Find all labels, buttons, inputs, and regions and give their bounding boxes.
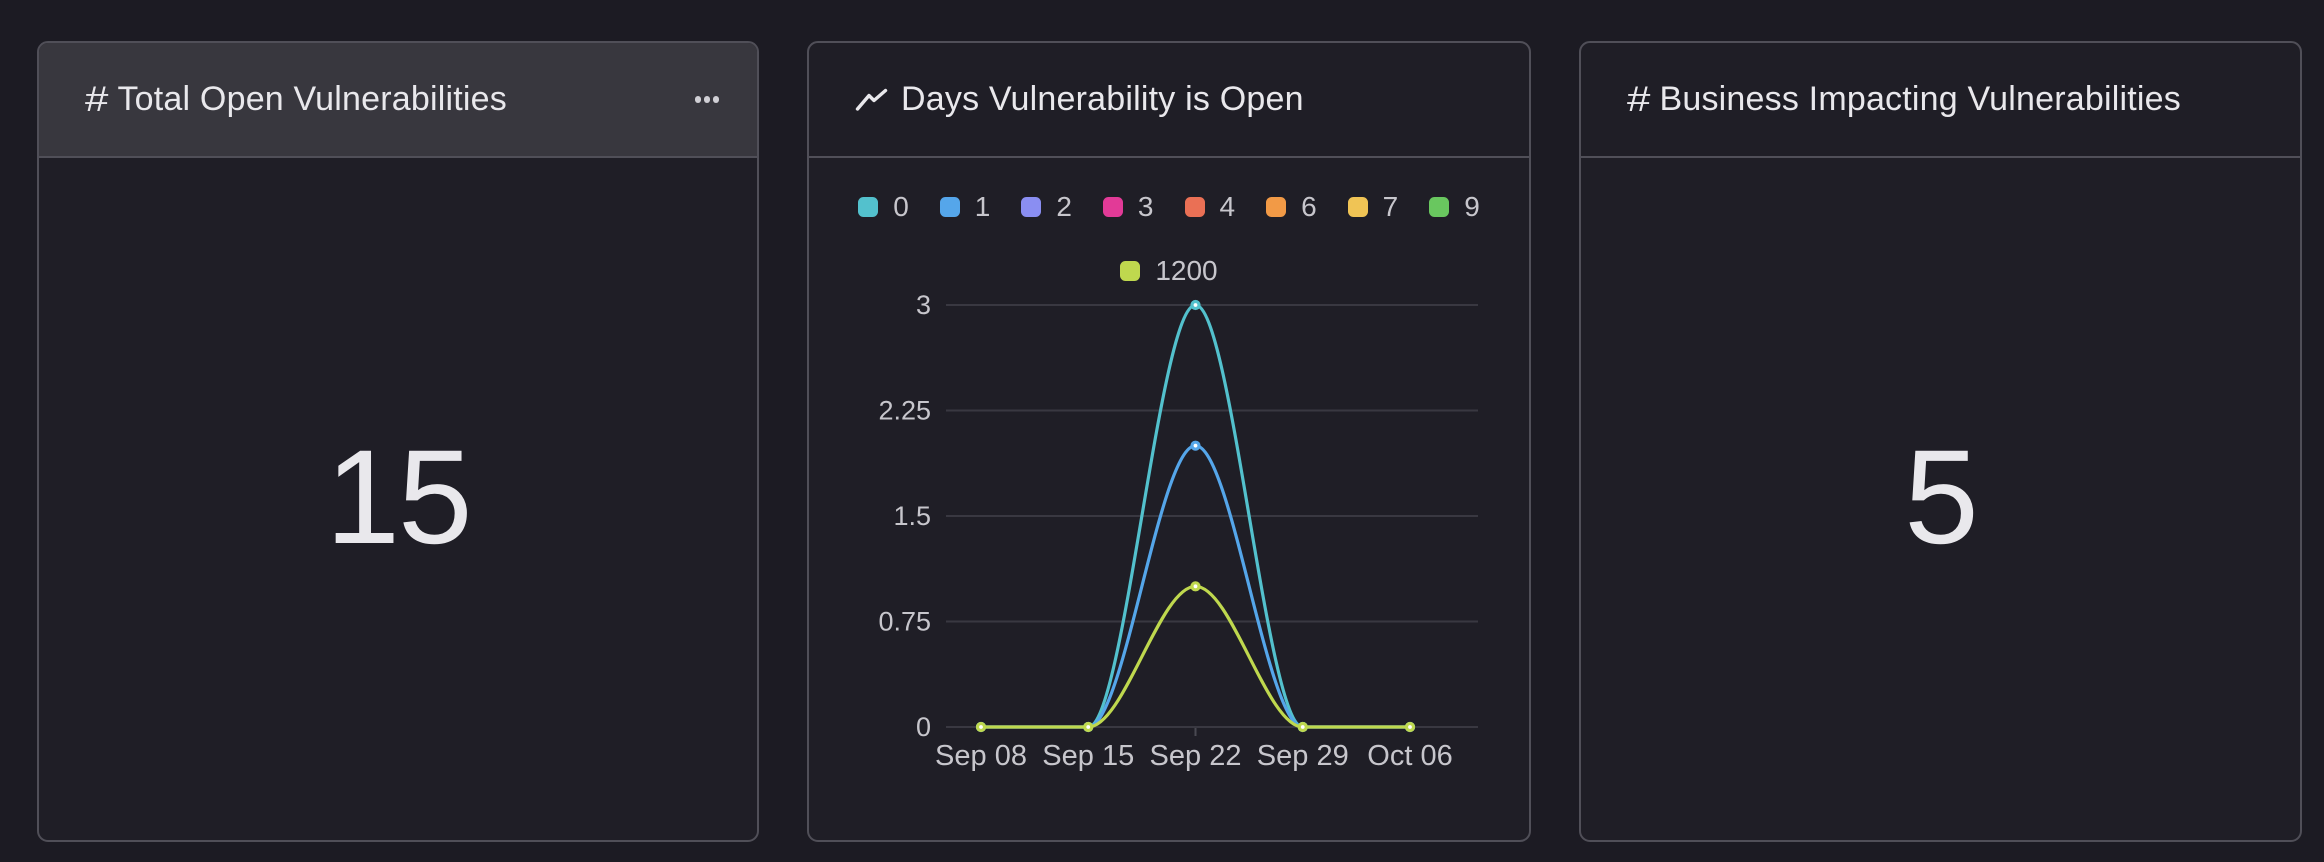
total-open-value: 15 [325,423,472,572]
data-point-center [1193,584,1198,589]
x-axis-tick-label: Oct 06 [1367,740,1452,772]
y-axis-tick-label: 0.75 [878,607,931,637]
panel-header-days-open: Days Vulnerability is Open [809,43,1529,158]
legend-swatch [1429,196,1450,217]
legend-label: 7 [1382,190,1399,222]
legend-label: 9 [1464,190,1480,222]
data-point-center [1408,725,1412,729]
x-axis-tick-label: Sep 22 [1150,740,1242,772]
data-point-center [1300,725,1305,729]
data-point-center [1193,303,1198,307]
panel-days-vulnerability-open: Days Vulnerability is Open 0 1 2 3 4 6 7 9 1200… [807,41,1531,842]
legend-label: 6 [1301,190,1317,222]
x-axis-tick-label: Sep 08 [935,740,1027,772]
panel-body-days-open: 0 1 2 3 4 6 7 9 1200 [809,158,1529,838]
business-impacting-value: 5 [1904,423,1979,572]
panel-menu-icon[interactable] [694,43,719,156]
legend-swatch [858,196,879,217]
line-chart[interactable]: 0 0.75 1.5 2.25 3 Sep 08 Sep 15 Sep 22 Sep 29 Oct… [809,43,1529,840]
data-point-center [979,725,983,729]
legend-label: 1 [974,190,991,222]
panel-header-total-open: # Total Open Vulnerabilities [39,43,757,158]
legend-swatch [1184,196,1205,217]
legend-swatch [1347,196,1368,217]
y-axis-tick-label: 2.25 [878,396,931,426]
legend-label: 1200 [1155,254,1218,286]
hash-icon: # [1627,80,1651,119]
panel-body-business-impacting: 5 [1581,158,2300,838]
legend-item-6[interactable]: 6 [1266,190,1317,222]
legend-label: 3 [1137,190,1154,222]
chart-legend-row-2: 1200 [809,253,1529,288]
panel-title-business-impacting: Business Impacting Vulnerabilities [1659,80,2181,118]
legend-swatch [1266,196,1287,217]
panel-total-open-vulnerabilities: # Total Open Vulnerabilities 15 [37,41,759,842]
legend-label: 0 [893,190,909,222]
legend-swatch [1120,260,1141,281]
legend-item-9[interactable]: 9 [1429,190,1480,222]
panel-header-business-impacting: # Business Impacting Vulnerabilities [1581,43,2300,158]
data-point-center [1193,443,1198,448]
y-axis-tick-label: 3 [916,290,931,320]
legend-swatch [1102,196,1123,217]
trend-line-icon [855,88,888,111]
x-axis-tick-label: Sep 15 [1042,740,1134,772]
legend-item-3[interactable]: 3 [1102,190,1154,222]
x-axis-tick-label: Sep 29 [1257,740,1349,772]
chart-legend-row-1: 0 1 2 3 4 6 7 9 [809,189,1529,224]
legend-item-1200[interactable]: 1200 [1120,254,1218,286]
hash-icon: # [85,80,109,119]
legend-label: 2 [1056,190,1072,222]
legend-item-2[interactable]: 2 [1021,190,1072,222]
legend-swatch [1021,196,1042,217]
y-axis-tick-label: 1.5 [893,501,931,531]
legend-item-7[interactable]: 7 [1347,190,1399,222]
y-axis-tick-label: 0 [916,712,931,742]
legend-item-0[interactable]: 0 [858,190,909,222]
data-point-center [1086,725,1091,729]
panel-title-days-open: Days Vulnerability is Open [901,80,1304,118]
legend-item-4[interactable]: 4 [1184,190,1236,222]
panel-body-total-open: 15 [39,158,757,838]
legend-item-1[interactable]: 1 [939,190,991,222]
legend-swatch [939,196,960,217]
series-line-1200 [979,584,1412,729]
panel-title-total-open: Total Open Vulnerabilities [117,80,507,118]
legend-label: 4 [1219,190,1236,222]
panel-business-impacting-vulnerabilities: # Business Impacting Vulnerabilities 5 [1579,41,2302,842]
